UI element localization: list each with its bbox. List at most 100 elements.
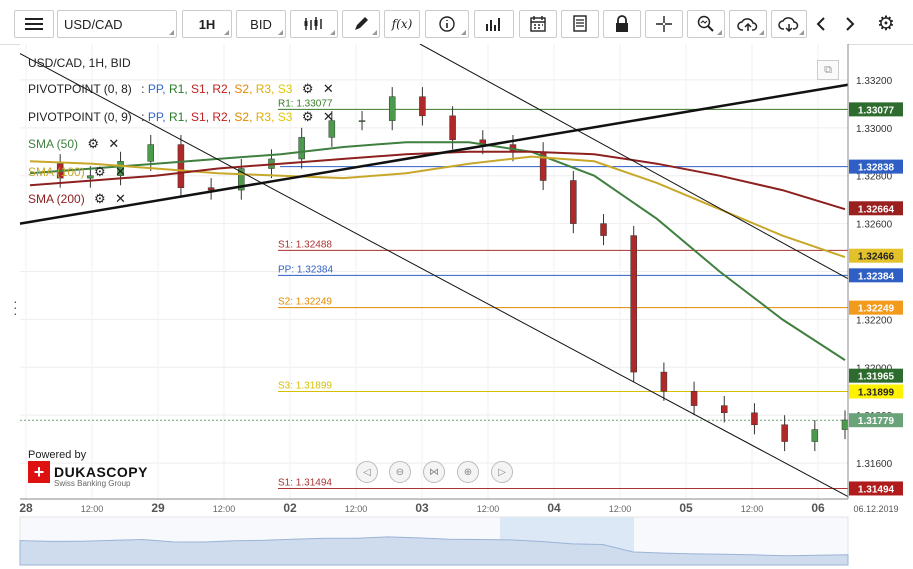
trendline-channel-high	[419, 44, 849, 280]
x-tick-label: 29	[151, 501, 165, 515]
document-icon	[573, 15, 587, 32]
sma-100-close-icon[interactable]: ✕	[115, 164, 126, 179]
price-badge-label: 1.31965	[858, 372, 895, 383]
pivot-label: S3: 1.31899	[278, 380, 332, 391]
pivot-1-s3: S3	[277, 82, 293, 96]
date-stamp: 06.12.2019	[853, 504, 898, 514]
calendar-button[interactable]	[519, 10, 557, 38]
x-tick-label: 03	[415, 501, 429, 515]
price-badge-label: 1.31494	[858, 484, 895, 495]
sma-50-settings-gear-icon[interactable]: ⚙	[87, 136, 100, 151]
candle-body	[388, 96, 396, 121]
pivot-2-r3: R3,	[255, 110, 275, 124]
drag-handle-icon[interactable]: · · ·	[13, 293, 18, 321]
side-select[interactable]: BID	[236, 10, 286, 38]
info-button[interactable]	[425, 10, 469, 38]
grid	[20, 44, 848, 499]
toolbar: USD/CAD 1H BID f(x)	[0, 0, 913, 45]
candle-body	[570, 180, 577, 224]
reset-view-button[interactable]: ⋈	[423, 461, 445, 483]
pivot-1-r2: R2,	[212, 82, 232, 96]
price-badge-label: 1.32466	[858, 252, 895, 263]
news-button[interactable]	[561, 10, 599, 38]
candle-body	[721, 405, 728, 414]
fx-label: f(x)	[391, 17, 413, 31]
sma-line	[29, 141, 846, 361]
sma-50-close-icon[interactable]: ✕	[108, 136, 120, 151]
candle-body	[660, 371, 668, 392]
draw-button[interactable]	[342, 10, 380, 38]
cloud-download-icon	[778, 17, 799, 33]
scroll-forward-button[interactable]: ▷	[491, 461, 513, 483]
price-badge	[849, 159, 903, 174]
download-button[interactable]	[771, 10, 807, 38]
pivot-label: S2: 1.32249	[278, 297, 332, 308]
price-badge-label: 1.32384	[858, 271, 895, 282]
pencil-icon	[355, 17, 368, 30]
pivot-legend-1: PIVOTPOINT (0, 8) : PP, R1, S1, R2, S2, …	[28, 81, 334, 96]
bar-chart-icon	[486, 18, 500, 31]
pivot-1-s1: S1,	[191, 82, 210, 96]
candle-body	[449, 115, 456, 141]
x-tick-label: 04	[547, 501, 561, 515]
candle-body	[751, 412, 758, 426]
x-tick-label: 02	[283, 501, 297, 515]
indicators-button[interactable]: f(x)	[384, 10, 420, 38]
pivot-1-close-icon[interactable]: ✕	[322, 81, 334, 96]
zoom-button[interactable]	[687, 10, 725, 38]
pivot-2-close-icon[interactable]: ✕	[322, 109, 334, 124]
y-tick-label: 1.33200	[856, 76, 893, 87]
navigator[interactable]	[19, 516, 849, 566]
zoom-in-button[interactable]: ⊕	[457, 461, 479, 483]
pivot-2-s1: S1,	[191, 110, 210, 124]
y-tick-label: 1.32200	[856, 315, 893, 326]
chart-type-button[interactable]	[290, 10, 338, 38]
sma-200-settings-gear-icon[interactable]: ⚙	[94, 191, 106, 206]
candle-body	[117, 161, 124, 176]
candle-body	[87, 175, 94, 179]
pivot-1-settings-gear-icon[interactable]: ⚙	[301, 81, 314, 96]
pivot-legend-2: PIVOTPOINT (0, 9) : PP, R1, S1, R2, S2, …	[28, 109, 334, 124]
interval-select[interactable]: 1H	[182, 10, 232, 38]
pivot-label: S1: 1.31494	[278, 477, 332, 488]
trendline-channel-low	[19, 53, 849, 498]
pivot-2-pp: PP,	[147, 110, 166, 124]
scroll-left-button[interactable]	[809, 10, 833, 38]
symbol-select[interactable]: USD/CAD	[57, 10, 177, 38]
x-tick-label: 28	[19, 501, 33, 515]
popout-icon[interactable]: ⧉	[817, 60, 839, 80]
sma-200-close-icon[interactable]: ✕	[115, 191, 126, 206]
price-badge	[849, 368, 903, 383]
sma-100-legend: SMA (100) ⚙ ✕	[28, 164, 126, 180]
scroll-back-button[interactable]: ◁	[356, 461, 378, 483]
x-tick-label: 06	[811, 501, 825, 515]
sma-100-settings-gear-icon[interactable]: ⚙	[94, 164, 106, 179]
menu-button[interactable]	[14, 10, 54, 38]
settings-button[interactable]: ⚙	[872, 10, 900, 38]
crosshair-icon	[656, 16, 672, 32]
sma-50-legend: SMA (50) ⚙ ✕	[28, 136, 119, 152]
price-chart[interactable]: R1: 1.33077 S1: 1.32488 PP: 1.32384 S2: 1.3…	[0, 44, 913, 569]
sma-200-legend: SMA (200) ⚙ ✕	[28, 191, 126, 207]
x-tick-label: 12:00	[477, 504, 500, 514]
price-badge	[849, 481, 903, 496]
candle-body	[630, 235, 637, 373]
candle-body	[419, 96, 426, 117]
volume-button[interactable]	[474, 10, 514, 38]
sma-100-label: SMA (100)	[28, 165, 85, 179]
candle-body	[298, 137, 305, 160]
zoom-out-button[interactable]: ⊖	[389, 461, 411, 483]
crosshair-button[interactable]	[645, 10, 683, 38]
brand-tagline: Swiss Banking Group	[54, 479, 131, 488]
scroll-right-button[interactable]	[838, 10, 862, 38]
pivot-2-settings-gear-icon[interactable]: ⚙	[301, 109, 314, 124]
x-tick-label: 12:00	[81, 504, 104, 514]
upload-button[interactable]	[729, 10, 767, 38]
lock-button[interactable]	[603, 10, 641, 38]
x-tick-label: 05	[679, 501, 693, 515]
chevron-right-icon	[846, 17, 855, 31]
swiss-cross-icon: +	[28, 461, 50, 483]
play-right-icon: ▷	[498, 466, 506, 478]
sma-200-label: SMA (200)	[28, 192, 85, 206]
side-label: BID	[250, 16, 272, 32]
